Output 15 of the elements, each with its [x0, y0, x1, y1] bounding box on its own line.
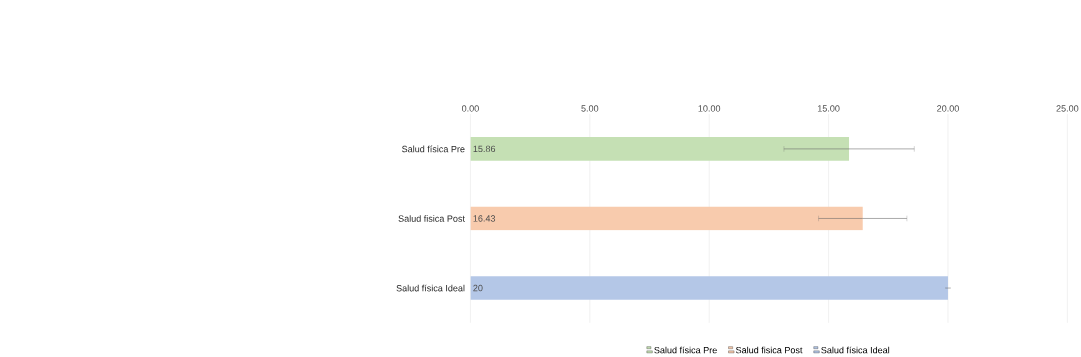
x-tick-label: 10.00 [698, 105, 721, 112]
y-tick-label: Salud física Ideal [396, 284, 465, 292]
legend-label: Salud física Pre [654, 346, 717, 354]
x-tick-label: 0.00 [461, 105, 479, 112]
x-tick-label: 5.00 [581, 105, 599, 112]
legend-label: Salud física Ideal [821, 346, 890, 354]
legend-label: Salud fisica Post [736, 346, 803, 354]
x-tick-label: 20.00 [937, 105, 959, 112]
y-tick-label: Salud fisica Post [398, 215, 465, 222]
data-label: 16.43 [473, 215, 496, 222]
data-label: 15.86 [473, 145, 496, 153]
y-tick-label: Salud física Pre [402, 145, 465, 153]
data-label: 20 [473, 284, 483, 292]
x-tick-label: 25.00 [1056, 105, 1079, 112]
x-tick-label: 15.00 [817, 105, 840, 112]
